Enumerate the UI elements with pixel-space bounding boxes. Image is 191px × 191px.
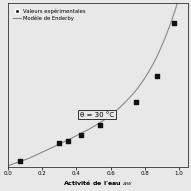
- Point: [99, 123, 102, 126]
- Point: [80, 133, 83, 136]
- Point: [58, 142, 61, 145]
- X-axis label: Activité de l'eau $a_W$: Activité de l'eau $a_W$: [63, 178, 133, 188]
- Point: [172, 21, 175, 24]
- Point: [155, 74, 158, 77]
- Text: θ = 30 °C: θ = 30 °C: [80, 112, 114, 117]
- Point: [135, 101, 138, 104]
- Point: [18, 159, 21, 163]
- Legend: Valeurs expérimentales, Modèle de Enderby: Valeurs expérimentales, Modèle de Enderb…: [12, 8, 87, 21]
- Point: [66, 139, 69, 142]
